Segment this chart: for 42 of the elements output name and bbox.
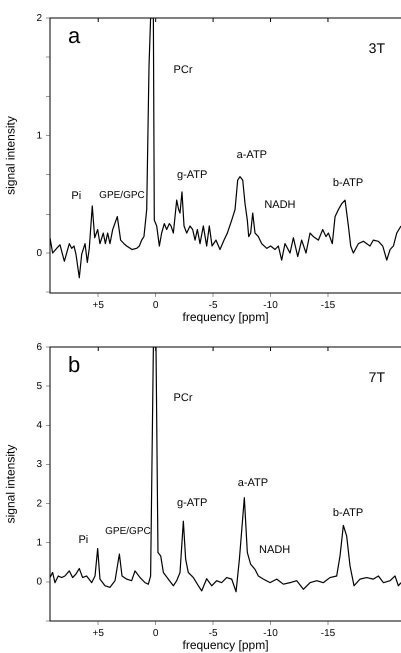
- x-tick-label: -5: [208, 628, 218, 639]
- annotation: g-ATP: [176, 169, 208, 182]
- annotation: GPE/GPC: [99, 190, 145, 201]
- y-tick-label: 2: [36, 12, 42, 24]
- y-tick-label: 3: [36, 459, 42, 470]
- x-axis-title: frequency [ppm]: [182, 638, 269, 652]
- annotation: g-ATP: [176, 497, 208, 510]
- x-tick-label: 0: [152, 628, 159, 639]
- x-tick-label: -15: [320, 300, 336, 311]
- y-tick-label: 2: [36, 498, 42, 510]
- x-tick-label: -10: [263, 628, 278, 639]
- x-tick-label: -10: [263, 300, 278, 311]
- y-tick-label: 6: [36, 342, 42, 353]
- chart-title: a: [68, 23, 81, 48]
- annotation: Pi: [71, 190, 82, 202]
- y-tick-label: 0: [36, 248, 42, 259]
- x-tick-label: 0: [152, 300, 159, 311]
- x-tick-label: -15: [320, 628, 336, 639]
- annotation: 3T: [368, 40, 386, 56]
- x-tick-label: +5: [92, 628, 104, 639]
- annotation: PCr: [174, 64, 193, 76]
- annotation: NADH: [259, 544, 290, 556]
- x-tick-label: -5: [208, 300, 218, 311]
- annotation: 7T: [368, 368, 386, 385]
- chart-title: b: [68, 352, 80, 378]
- annotation: b-ATP: [332, 507, 364, 520]
- y-tick-label: 4: [36, 420, 42, 432]
- y-tick-label: 0: [36, 576, 42, 588]
- annotation: b-ATP: [332, 177, 364, 190]
- annotation: GPE/GPC: [105, 526, 151, 537]
- y-tick-label: 1: [36, 537, 42, 548]
- annotation: PCr: [174, 392, 193, 404]
- y-axis-title: signal intensity: [4, 116, 18, 195]
- x-tick-label: +5: [92, 300, 104, 311]
- y-axis-title: signal intensity: [4, 444, 18, 524]
- x-axis-title: frequency [ppm]: [182, 310, 269, 324]
- annotation: a-ATP: [238, 476, 268, 489]
- y-tick-label: 5: [36, 380, 42, 392]
- annotation: NADH: [264, 199, 296, 212]
- annotation: a-ATP: [236, 148, 268, 161]
- y-tick-label: 1: [36, 130, 42, 142]
- annotation: Pi: [78, 534, 88, 546]
